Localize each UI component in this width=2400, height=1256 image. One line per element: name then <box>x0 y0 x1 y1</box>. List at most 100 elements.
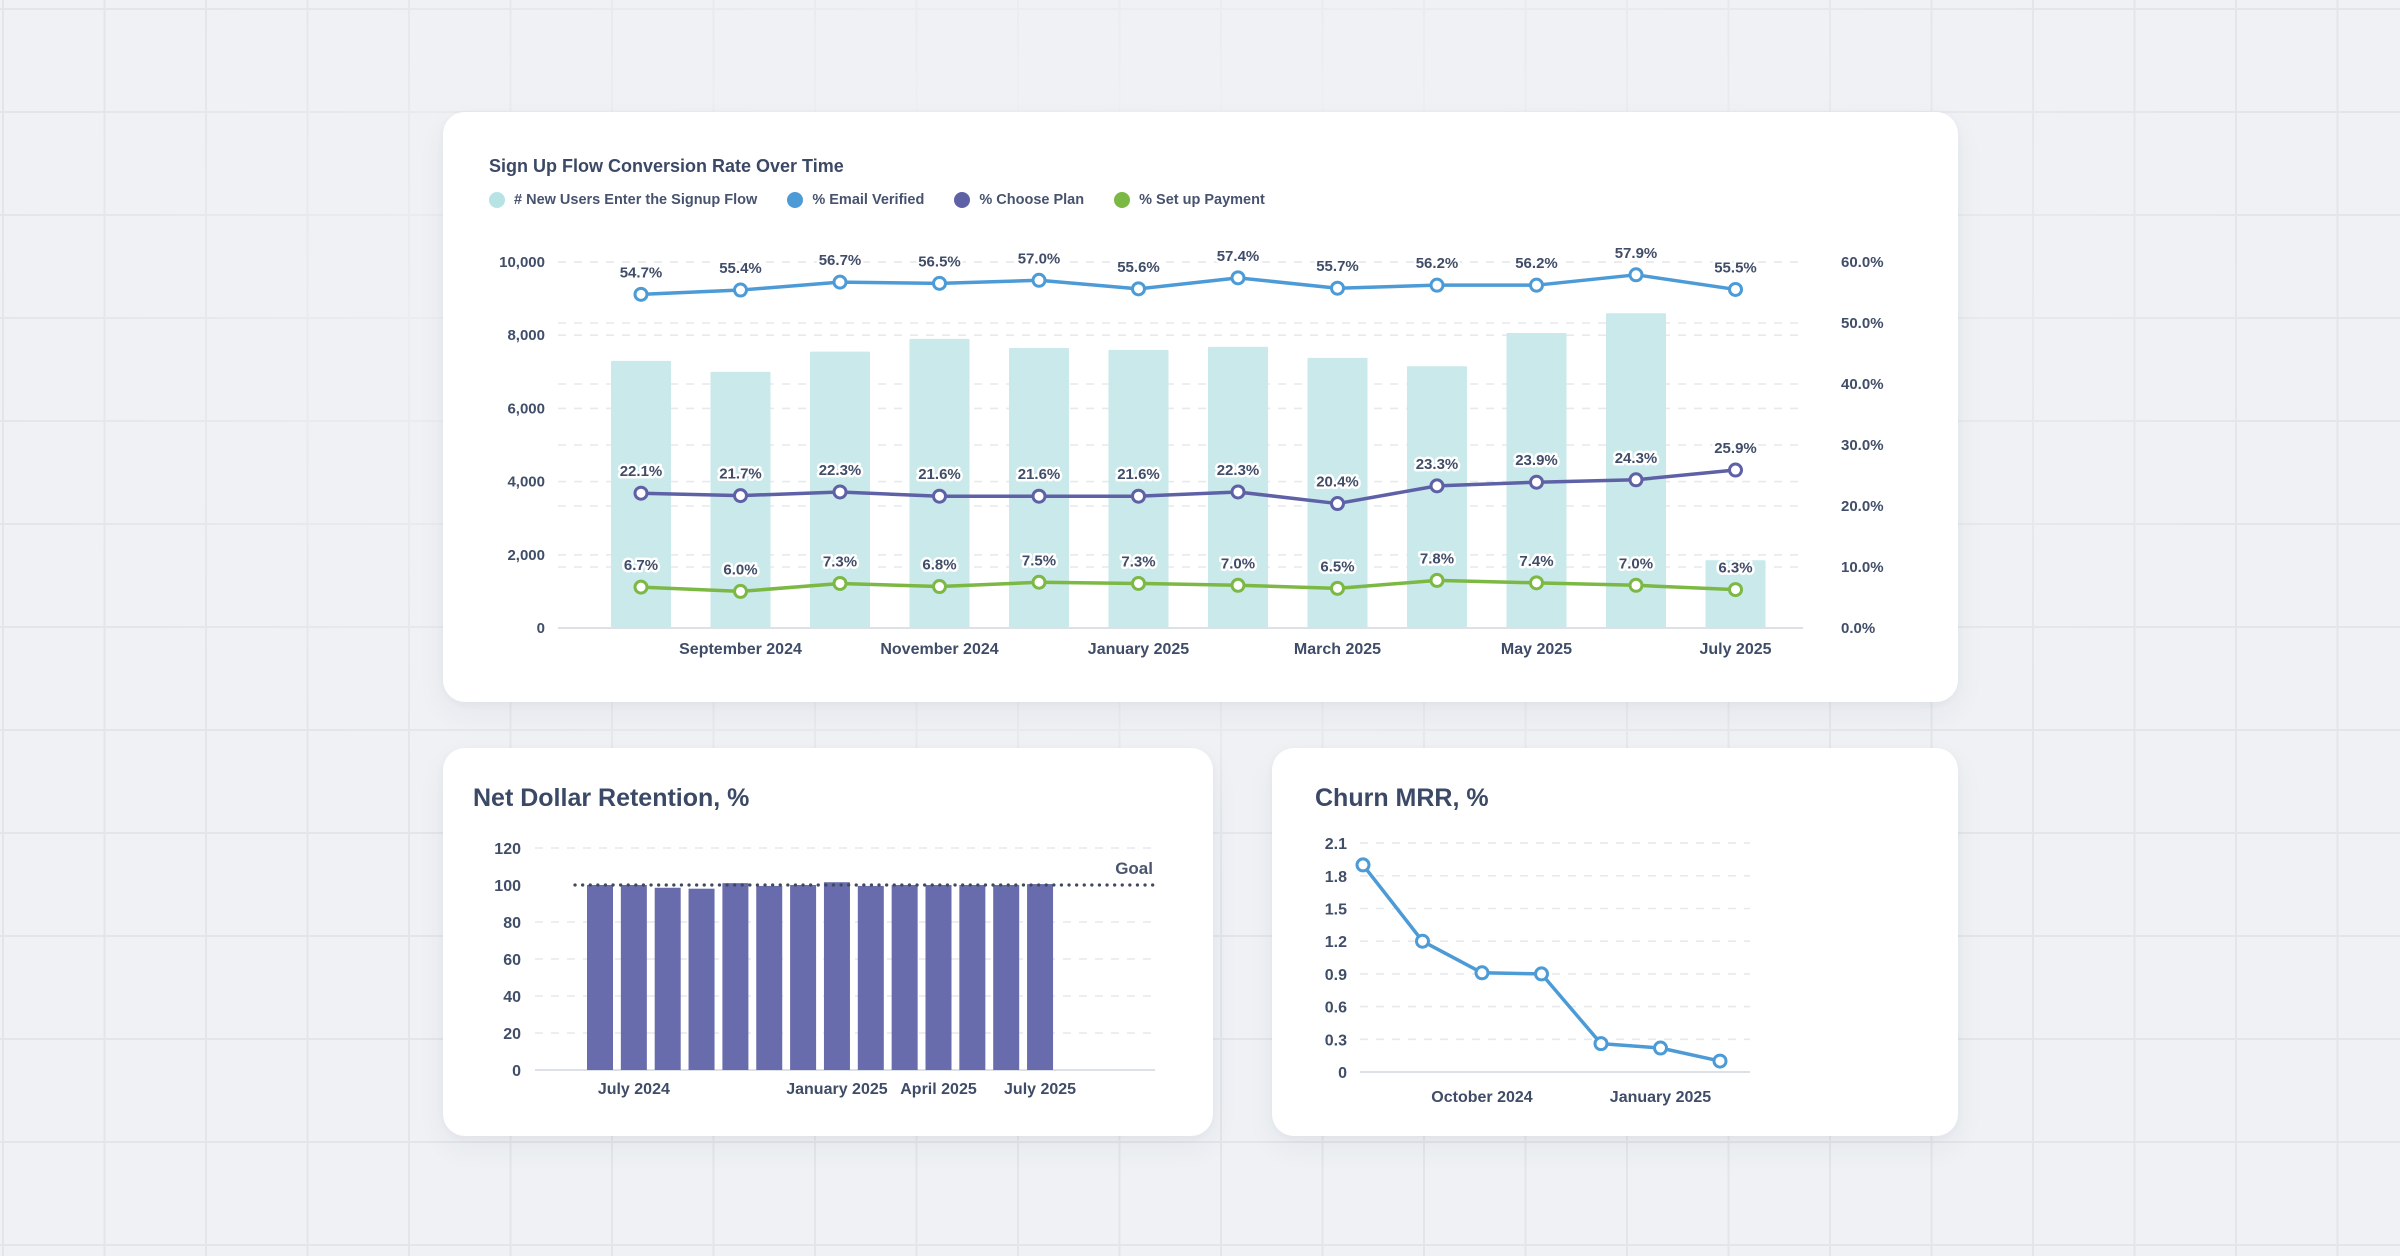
retention-bar[interactable] <box>620 885 647 1070</box>
retention-bar[interactable] <box>688 888 715 1070</box>
x-axis-month-label: April 2025 <box>900 1081 977 1098</box>
series-point[interactable] <box>633 485 649 501</box>
series-data-label: 54.7% <box>620 264 663 281</box>
series-point[interactable] <box>932 488 947 504</box>
new-users-bar[interactable] <box>909 338 970 628</box>
churn-line <box>1361 863 1722 1063</box>
retention-bar[interactable] <box>857 885 884 1070</box>
series-point[interactable] <box>932 275 947 291</box>
legend-dot-icon <box>489 192 505 208</box>
net-dollar-retention-card: 0 20 40 60 80 100 120 Goal July 2024 January 2025… <box>443 748 1213 1136</box>
series-point[interactable] <box>1429 277 1445 293</box>
series-data-label: 57.4% <box>1217 248 1260 265</box>
series-line <box>639 273 1738 297</box>
churn-y-tick-label: 0.6 <box>1325 1000 1347 1017</box>
retention-bar[interactable] <box>823 882 850 1070</box>
series-point[interactable] <box>633 579 649 595</box>
series-data-label: 7.3% <box>823 553 857 570</box>
retention-bar[interactable] <box>925 885 952 1070</box>
retention-bar[interactable] <box>993 885 1020 1070</box>
series-point[interactable] <box>832 484 848 500</box>
churn-y-tick-label: 2.1 <box>1325 836 1347 853</box>
series-point[interactable] <box>932 579 947 595</box>
churn-point[interactable] <box>1355 857 1371 873</box>
series-data-label: 21.6% <box>1117 466 1160 483</box>
x-axis-month-label: January 2025 <box>786 1081 888 1098</box>
new-users-bar[interactable] <box>1407 366 1467 628</box>
series-data-label: 21.6% <box>1018 466 1061 483</box>
series-point[interactable] <box>1131 575 1146 591</box>
series-data-label: 20.4% <box>1316 474 1359 491</box>
legend-item-email-verified[interactable]: % Email Verified <box>787 192 924 208</box>
x-axis-month-label: January 2025 <box>1088 641 1190 658</box>
legend-item-set-up-payment[interactable]: % Set up Payment <box>1114 192 1265 208</box>
series-point[interactable] <box>1429 572 1445 588</box>
series-point[interactable] <box>1131 281 1146 297</box>
series-point[interactable] <box>1330 580 1345 596</box>
series-point[interactable] <box>1529 575 1544 591</box>
churn-point[interactable] <box>1712 1053 1728 1069</box>
ndr-y-tick-label: 0 <box>512 1063 521 1080</box>
series-point[interactable] <box>1728 281 1743 297</box>
series-point[interactable] <box>1529 474 1544 490</box>
series-point[interactable] <box>1031 272 1047 288</box>
series-point[interactable] <box>733 282 748 298</box>
series-point[interactable] <box>1330 496 1345 512</box>
ndr-y-tick-label: 120 <box>494 841 521 858</box>
churn-point[interactable] <box>1593 1036 1609 1052</box>
series-point[interactable] <box>1429 478 1445 494</box>
churn-point[interactable] <box>1653 1040 1668 1056</box>
series-data-label: 7.0% <box>1619 555 1653 572</box>
legend-item-choose-plan[interactable]: % Choose Plan <box>954 192 1084 208</box>
series-data-label: 56.7% <box>819 252 862 269</box>
churn-y-tick-label: 0.3 <box>1325 1032 1347 1049</box>
series-data-label: 22.1% <box>620 463 663 480</box>
retention-bar[interactable] <box>891 885 918 1070</box>
series-point[interactable] <box>1628 577 1644 593</box>
series-point[interactable] <box>832 575 848 591</box>
signup-conversion-chart: 0 2,000 4,000 6,000 8,000 10,000 0.0% 10.0% 20.0… <box>499 242 1884 658</box>
series-point[interactable] <box>1529 277 1544 293</box>
retention-bar[interactable] <box>959 885 986 1070</box>
series-point[interactable] <box>1230 270 1246 286</box>
series-point[interactable] <box>733 488 748 504</box>
retention-bar[interactable] <box>1027 884 1054 1070</box>
series-point[interactable] <box>1728 582 1743 598</box>
churn-point[interactable] <box>1474 965 1490 981</box>
left-axis-tick-label: 10,000 <box>499 254 545 271</box>
legend-item-new-users[interactable]: # New Users Enter the Signup Flow <box>489 192 757 208</box>
left-axis-tick-label: 4,000 <box>507 474 545 491</box>
x-axis-month-label: January 2025 <box>1610 1089 1712 1106</box>
series-point[interactable] <box>1728 462 1743 478</box>
series-point[interactable] <box>1330 280 1345 296</box>
series-point[interactable] <box>1628 267 1644 283</box>
right-axis-tick-label: 40.0% <box>1841 376 1884 393</box>
series-point[interactable] <box>1628 472 1644 488</box>
retention-bar[interactable] <box>756 885 783 1070</box>
x-axis-month-label: November 2024 <box>880 641 998 658</box>
new-users-bar[interactable] <box>1009 348 1069 628</box>
series-point[interactable] <box>832 274 848 290</box>
retention-bar[interactable] <box>654 887 681 1070</box>
series-point[interactable] <box>1031 488 1047 504</box>
churn-point[interactable] <box>1415 933 1430 949</box>
series-point[interactable] <box>1230 484 1246 500</box>
legend-dot-icon <box>787 192 804 208</box>
series-point[interactable] <box>733 583 748 599</box>
series-point[interactable] <box>1031 574 1047 590</box>
series-point[interactable] <box>633 286 649 302</box>
x-axis-month-label: May 2025 <box>1501 641 1572 658</box>
retention-bar[interactable] <box>722 883 749 1070</box>
churn-point[interactable] <box>1534 966 1549 982</box>
series-point[interactable] <box>1131 488 1146 504</box>
x-axis-month-label: July 2025 <box>1004 1081 1076 1098</box>
retention-bar[interactable] <box>587 885 613 1070</box>
retention-bar[interactable] <box>790 885 817 1070</box>
series-point[interactable] <box>1230 577 1246 593</box>
churn-y-tick-label: 0 <box>1338 1065 1347 1082</box>
series-data-label: 57.9% <box>1615 245 1658 262</box>
new-users-bar[interactable] <box>1307 357 1368 628</box>
series-data-label: 55.4% <box>719 260 762 277</box>
new-users-bar[interactable] <box>1606 313 1666 628</box>
